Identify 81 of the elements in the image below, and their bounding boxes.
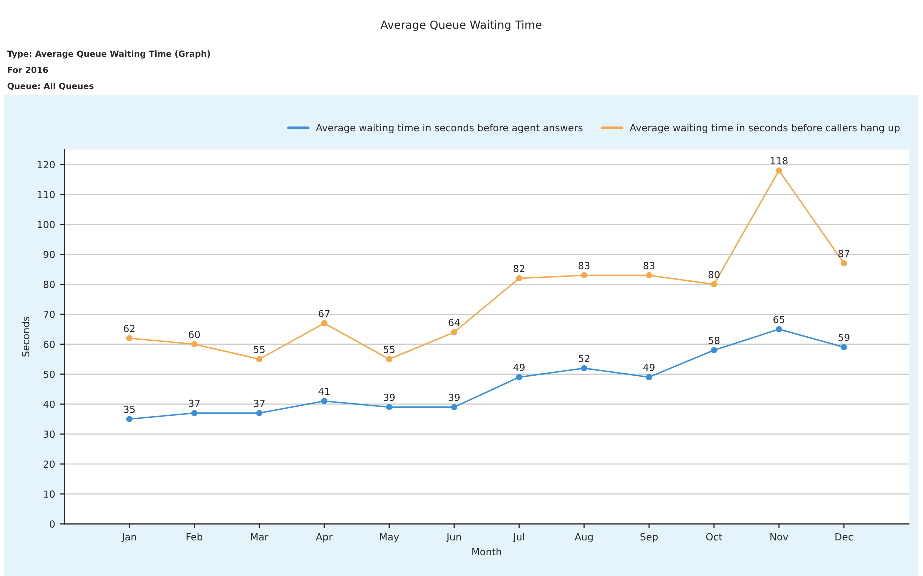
point	[841, 260, 848, 267]
point	[191, 410, 198, 416]
point	[776, 326, 782, 333]
data-label: 37	[189, 400, 200, 408]
point	[646, 272, 652, 279]
legend-label: Average waiting time in seconds before callers hang up	[630, 124, 900, 134]
x-tick-label: Dec	[836, 533, 853, 541]
y-tick-label: 90	[44, 251, 55, 258]
x-tick-label: Aug	[574, 533, 593, 543]
x-tick-label: Feb	[186, 533, 203, 541]
y-tick-label: 100	[38, 221, 55, 228]
point	[711, 281, 718, 288]
point	[321, 320, 328, 327]
y-tick-label: 60	[44, 340, 55, 348]
point	[776, 168, 782, 174]
data-label: 35	[124, 406, 135, 414]
x-tick-label: Mar	[251, 533, 269, 541]
x-tick-label: Jul	[512, 533, 524, 543]
y-tick-label: 0	[50, 520, 55, 528]
data-label: 41	[318, 388, 330, 396]
data-label: 52	[578, 355, 590, 362]
point	[256, 410, 263, 416]
data-label: 59	[838, 334, 850, 342]
point	[516, 275, 522, 282]
x-tick-label: Jan	[122, 533, 136, 543]
data-label: 39	[384, 394, 395, 402]
text: Queue: All Queues	[8, 82, 94, 90]
data-label: 80	[708, 271, 720, 278]
point	[581, 272, 588, 279]
data-label: 49	[514, 364, 525, 372]
point	[321, 398, 328, 404]
point	[191, 341, 198, 348]
data-label: 87	[838, 250, 850, 258]
data-label: 82	[514, 265, 525, 273]
y-tick-label: 120	[38, 161, 55, 169]
legend-label: Average waiting time in seconds before agent answers	[316, 124, 583, 134]
point	[516, 374, 522, 381]
point	[386, 356, 393, 363]
data-label: 62	[124, 325, 135, 332]
chart-title: Average Queue Waiting Time	[380, 20, 542, 32]
data-label: 58	[708, 337, 720, 344]
x-tick-label: Jun	[446, 533, 462, 543]
y-tick-label: 70	[44, 310, 55, 318]
point	[646, 374, 652, 381]
y-tick-label: 10	[44, 490, 55, 498]
data-label: 39	[448, 394, 460, 402]
data-label: 83	[644, 262, 655, 270]
data-label: 55	[254, 346, 265, 354]
data-label: 67	[318, 310, 330, 318]
data-label: 118	[771, 157, 788, 165]
data-label: 55	[384, 346, 395, 354]
data-label: 60	[189, 331, 200, 338]
point	[451, 329, 458, 336]
point	[256, 356, 263, 363]
text: Type: Average Queue Waiting Time (Graph)	[7, 50, 210, 59]
y-tick-label: 110	[38, 191, 55, 199]
text: For 2016	[8, 66, 48, 74]
y-tick-label: 50	[44, 370, 55, 378]
y-tick-label: 30	[44, 430, 55, 438]
point	[451, 404, 458, 410]
data-label: 83	[578, 262, 590, 270]
x-tick-label: May	[380, 533, 400, 543]
data-label: 64	[448, 319, 460, 326]
x-axis-title: Month	[472, 548, 502, 556]
data-label: 49	[644, 364, 655, 372]
y-axis-title: Seconds	[22, 317, 30, 357]
point	[126, 416, 133, 422]
data-label: 37	[254, 400, 265, 408]
point	[126, 335, 133, 342]
point	[841, 344, 848, 351]
point	[581, 365, 588, 372]
point	[711, 347, 718, 354]
x-tick-label: Apr	[316, 533, 333, 543]
x-tick-label: Sep	[640, 533, 658, 543]
point	[386, 404, 393, 410]
y-tick-label: 80	[44, 281, 55, 288]
y-tick-label: 20	[44, 460, 55, 468]
data-label: 65	[774, 316, 785, 324]
y-tick-label: 40	[44, 400, 55, 408]
x-tick-label: Nov	[770, 533, 788, 541]
x-tick-label: Oct	[706, 533, 722, 541]
